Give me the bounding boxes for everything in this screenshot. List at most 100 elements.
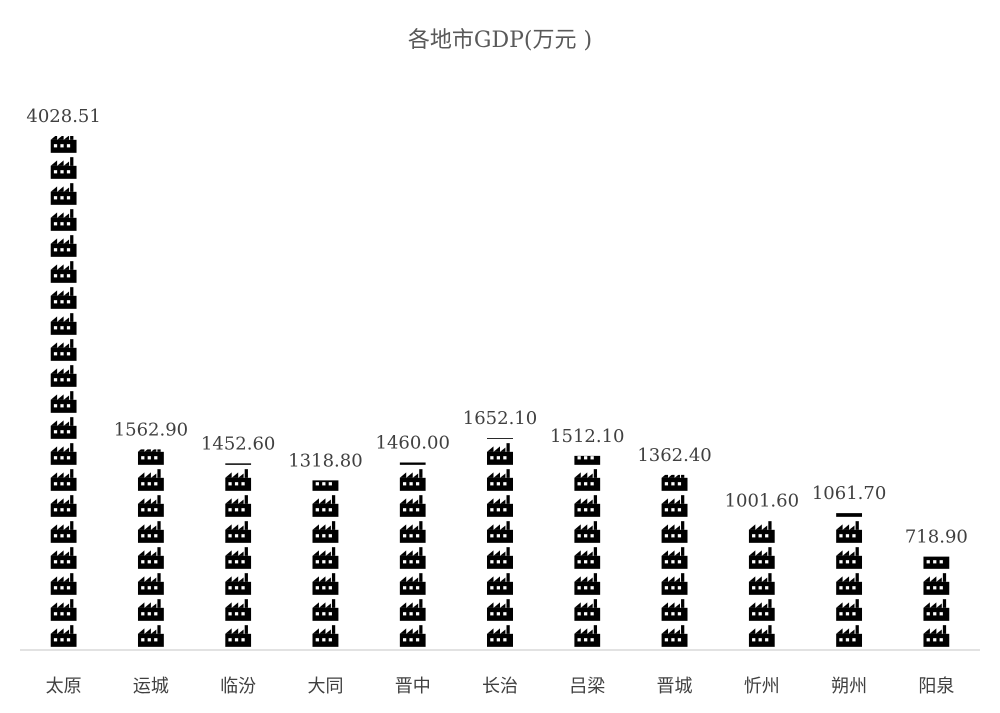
factory-icon bbox=[836, 521, 863, 543]
factory-icon bbox=[137, 521, 164, 543]
factory-icon bbox=[225, 625, 252, 647]
factory-icon bbox=[748, 599, 775, 621]
factory-icon bbox=[50, 287, 77, 309]
factory-icon bbox=[574, 599, 601, 621]
factory-icon bbox=[50, 443, 77, 465]
factory-icon bbox=[50, 235, 77, 257]
factory-icon bbox=[836, 547, 863, 569]
value-label: 1318.80 bbox=[288, 450, 362, 471]
factory-icon bbox=[748, 521, 775, 543]
factory-icon bbox=[923, 573, 950, 595]
factory-icon bbox=[50, 313, 77, 335]
factory-icon bbox=[50, 157, 77, 179]
factory-icon bbox=[312, 573, 339, 595]
factory-icon bbox=[399, 625, 426, 647]
factory-icon bbox=[574, 469, 601, 491]
bar-大同 bbox=[312, 480, 339, 647]
factory-icon bbox=[923, 556, 950, 569]
factory-icon bbox=[574, 625, 601, 647]
factory-icon bbox=[50, 417, 77, 439]
bar-晋中 bbox=[399, 462, 426, 647]
value-label: 718.90 bbox=[905, 527, 968, 548]
value-label: 1652.10 bbox=[463, 408, 537, 429]
factory-icon bbox=[50, 495, 77, 517]
factory-icon bbox=[661, 521, 688, 543]
bar-运城 bbox=[137, 449, 164, 647]
factory-icon bbox=[225, 599, 252, 621]
factory-icon bbox=[50, 209, 77, 231]
factory-icon bbox=[137, 599, 164, 621]
factory-icon bbox=[312, 625, 339, 647]
category-label: 大同 bbox=[307, 676, 343, 697]
value-label: 1452.60 bbox=[201, 433, 275, 454]
factory-icon bbox=[487, 495, 513, 517]
factory-icon bbox=[748, 573, 775, 595]
factory-icon bbox=[137, 547, 164, 569]
factory-icon bbox=[50, 625, 77, 647]
factory-icon bbox=[487, 521, 513, 543]
category-label: 朔州 bbox=[831, 676, 867, 697]
factory-icon bbox=[137, 469, 164, 491]
factory-icon bbox=[923, 625, 950, 647]
factory-icon bbox=[312, 599, 339, 621]
factory-icon bbox=[50, 183, 77, 205]
factory-icon bbox=[399, 469, 426, 491]
factory-icon bbox=[225, 521, 252, 543]
value-label: 1061.70 bbox=[812, 483, 886, 504]
factory-icon bbox=[50, 391, 77, 413]
factory-icon bbox=[50, 573, 77, 595]
category-label: 阳泉 bbox=[918, 676, 954, 697]
factory-icon bbox=[923, 599, 950, 621]
category-label: 太原 bbox=[46, 676, 82, 697]
factory-icon bbox=[487, 547, 513, 569]
factory-icon bbox=[399, 521, 426, 543]
factory-icon bbox=[574, 573, 601, 595]
factory-icon bbox=[661, 625, 688, 647]
factory-icon bbox=[50, 261, 77, 283]
factory-icon bbox=[574, 547, 601, 569]
value-label: 1562.90 bbox=[114, 419, 188, 440]
bar-临汾 bbox=[225, 463, 252, 647]
factory-icon bbox=[137, 495, 164, 517]
category-label: 忻州 bbox=[744, 676, 780, 697]
factory-icon bbox=[748, 625, 775, 647]
category-label: 晋中 bbox=[395, 676, 431, 697]
value-label: 1001.60 bbox=[725, 491, 799, 512]
factory-icon bbox=[574, 521, 601, 543]
factory-icon bbox=[836, 625, 863, 647]
category-label: 长治 bbox=[482, 676, 518, 697]
factory-icon bbox=[137, 625, 164, 647]
bar-晋城 bbox=[661, 474, 688, 647]
factory-icon bbox=[50, 339, 77, 361]
factory-icon bbox=[312, 521, 339, 543]
factory-icon bbox=[661, 474, 688, 491]
factory-icon bbox=[50, 136, 77, 153]
value-label: 1460.00 bbox=[376, 432, 450, 453]
value-label: 1512.10 bbox=[550, 426, 624, 447]
factory-icon bbox=[399, 495, 426, 517]
factory-icon bbox=[836, 599, 863, 621]
bar-太原 bbox=[50, 136, 77, 647]
factory-icon bbox=[225, 495, 252, 517]
factory-icon bbox=[399, 573, 426, 595]
bar-吕梁 bbox=[574, 455, 601, 647]
factory-icon bbox=[225, 547, 252, 569]
factory-icon bbox=[487, 599, 513, 621]
factory-icon bbox=[836, 573, 863, 595]
factory-icon bbox=[748, 547, 775, 569]
chart-title: 各地市GDP(万元 ) bbox=[407, 28, 593, 53]
bar-阳泉 bbox=[923, 556, 950, 647]
value-label: 4028.51 bbox=[26, 106, 100, 127]
factory-icon bbox=[50, 547, 77, 569]
factory-icon bbox=[661, 599, 688, 621]
category-label: 晋城 bbox=[657, 676, 693, 697]
factory-icon bbox=[50, 469, 77, 491]
factory-icon bbox=[137, 573, 164, 595]
bar-朔州 bbox=[836, 513, 863, 647]
factory-icon bbox=[50, 599, 77, 621]
factory-icon bbox=[574, 495, 601, 517]
factory-icon bbox=[487, 443, 513, 465]
value-label: 1362.40 bbox=[637, 445, 711, 466]
bar-忻州 bbox=[748, 521, 775, 647]
